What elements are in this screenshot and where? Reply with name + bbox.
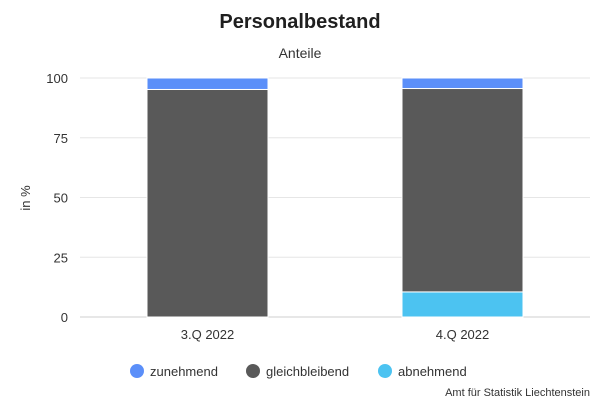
legend-item-abnehmend[interactable]: abnehmend [378,364,467,379]
x-tick-label: 3.Q 2022 [181,327,235,342]
legend-label: abnehmend [398,364,467,379]
legend-label: zunehmend [150,364,218,379]
legend-marker [246,364,260,378]
y-tick-label: 100 [46,71,68,86]
y-tick-label: 75 [54,131,68,146]
y-tick-label: 50 [54,191,68,206]
bar-segment-zunehmend[interactable] [401,77,524,90]
bar-segment-gleichbleibend[interactable] [146,88,269,318]
legend-item-gleichbleibend[interactable]: gleichbleibend [246,364,349,379]
legend-item-zunehmend[interactable]: zunehmend [130,364,218,379]
legend-marker [378,364,392,378]
legend-marker [130,364,144,378]
x-axis-ticks: 3.Q 2022 4.Q 2022 [181,327,490,342]
chart-credit: Amt für Statistik Liechtenstein [445,387,590,399]
bars [146,77,524,318]
y-axis-ticks: 0 25 50 75 100 [46,71,68,325]
y-tick-label: 25 [54,250,68,265]
y-axis-label: in % [18,185,33,211]
chart-subtitle: Anteile [279,45,322,61]
x-tick-label: 4.Q 2022 [436,327,490,342]
legend-label: gleichbleibend [266,364,349,379]
bar-segment-abnehmend[interactable] [401,291,524,318]
legend: zunehmend gleichbleibend abnehmend [130,364,467,379]
bar-segment-gleichbleibend[interactable] [401,88,524,293]
y-tick-label: 0 [61,310,68,325]
bar-segment-zunehmend[interactable] [146,77,269,90]
chart-title: Personalbestand [219,11,380,33]
